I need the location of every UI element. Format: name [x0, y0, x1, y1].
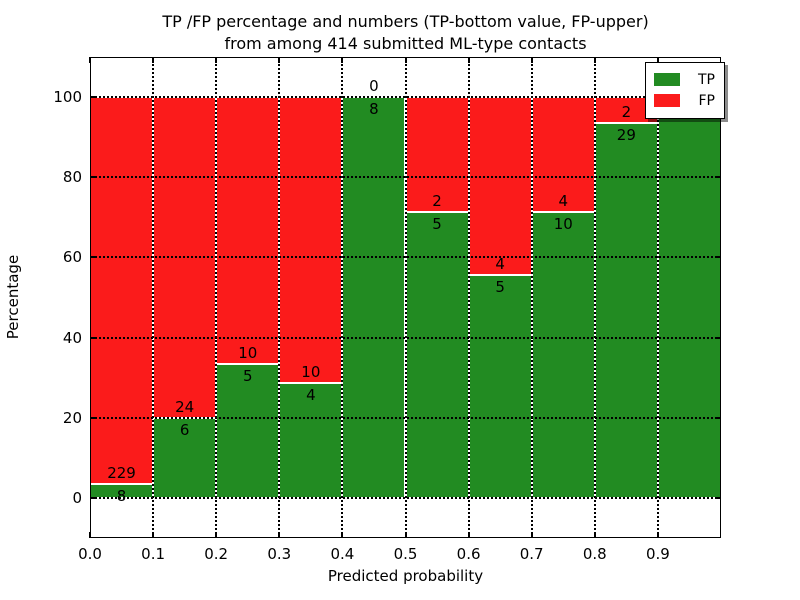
bar-segment-tp — [657, 97, 721, 498]
legend: TP FP — [645, 62, 725, 119]
x-tick-top — [152, 57, 155, 63]
x-tick-label: 0.6 — [456, 545, 481, 563]
bar-segment-fp — [279, 97, 343, 384]
chart-title: TP /FP percentage and numbers (TP-bottom… — [90, 11, 721, 55]
tp-count-label: 6 — [179, 420, 190, 439]
tp-count-label: 10 — [553, 214, 573, 233]
y-tick-left — [90, 256, 96, 259]
y-tick-label: 60 — [62, 248, 82, 267]
fp-count-label: 10 — [238, 344, 258, 363]
y-tick-label: 40 — [62, 328, 82, 347]
x-tick-bottom — [341, 532, 344, 538]
x-axis-label: Predicted probability — [327, 567, 484, 585]
gridline-vertical — [215, 57, 218, 538]
y-tick-left — [90, 96, 96, 99]
bar-segment-fp — [90, 97, 154, 485]
bar-segment-tp — [405, 211, 469, 498]
y-tick-label: 20 — [62, 408, 82, 427]
x-tick-top — [530, 57, 533, 63]
gridline-vertical — [593, 57, 596, 538]
x-tick-bottom — [467, 532, 470, 538]
x-tick-top — [341, 57, 344, 63]
tp-color-swatch — [654, 73, 680, 86]
y-tick-label: 100 — [53, 88, 82, 107]
x-tick-bottom — [530, 532, 533, 538]
x-tick-bottom — [152, 532, 155, 538]
tp-count-label: 5 — [242, 367, 253, 386]
gridline-vertical — [278, 57, 281, 538]
gridline-vertical — [530, 57, 533, 538]
bar-segment-tp — [216, 364, 280, 498]
chart-title-line2: from among 414 submitted ML-type contact… — [224, 34, 587, 53]
legend-label-fp: FP — [698, 92, 716, 109]
y-tick-left — [90, 176, 96, 179]
y-tick-label: 0 — [72, 488, 82, 507]
tp-count-label: 4 — [306, 386, 316, 405]
x-tick-label: 0.9 — [645, 545, 670, 563]
x-tick-label: 0.1 — [141, 545, 166, 563]
legend-item-tp: TP — [654, 69, 715, 90]
x-tick-label: 0.4 — [330, 545, 355, 563]
chart-title-line1: TP /FP percentage and numbers (TP-bottom… — [162, 12, 649, 31]
x-tick-label: 0.3 — [267, 545, 292, 563]
y-tick-right — [715, 496, 721, 499]
x-tick-label: 0.0 — [78, 545, 102, 563]
y-tick-right — [715, 256, 721, 259]
tp-count-label: 5 — [432, 214, 442, 233]
x-tick-label: 0.5 — [393, 545, 418, 563]
gridline-vertical — [656, 57, 659, 538]
y-tick-right — [715, 416, 721, 419]
x-tick-top — [656, 57, 659, 63]
bar-segment-tp — [153, 417, 217, 498]
fp-count-label: 0 — [369, 77, 379, 96]
x-tick-top — [467, 57, 470, 63]
fp-count-label: 4 — [495, 255, 505, 274]
gridline-vertical — [341, 57, 344, 538]
fp-count-label: 2 — [432, 191, 442, 210]
bar-segment-tp — [594, 122, 658, 498]
x-tick-bottom — [278, 532, 281, 538]
plot-area: 2298246105104082545410229049 — [89, 57, 721, 538]
bar-segment-tp — [468, 275, 532, 498]
x-tick-label: 0.7 — [519, 545, 544, 563]
x-tick-top — [404, 57, 407, 63]
legend-label-tp: TP — [698, 71, 715, 88]
x-tick-top — [89, 57, 91, 63]
gridline-vertical — [404, 57, 407, 538]
fp-color-swatch — [654, 94, 680, 107]
bar-segment-fp — [216, 97, 280, 365]
y-tick-left — [90, 496, 96, 499]
bar-segment-fp — [468, 97, 532, 276]
y-tick-left — [90, 416, 96, 419]
bar-segment-tp — [342, 97, 406, 498]
tp-count-label: 29 — [616, 125, 636, 144]
fp-count-label: 2 — [621, 102, 632, 121]
gridline-vertical — [467, 57, 470, 538]
gridline-vertical — [152, 57, 155, 538]
x-tick-bottom — [593, 532, 596, 538]
fp-count-label: 10 — [301, 363, 321, 382]
x-tick-bottom — [656, 532, 659, 538]
legend-item-fp: FP — [654, 90, 715, 111]
x-tick-label: 0.8 — [582, 545, 607, 563]
tp-count-label: 8 — [369, 100, 379, 119]
y-tick-right — [715, 176, 721, 179]
x-tick-bottom — [215, 532, 218, 538]
x-tick-label: 0.2 — [204, 545, 229, 563]
fp-count-label: 24 — [175, 397, 195, 416]
x-tick-top — [278, 57, 281, 63]
fp-count-label: 4 — [558, 191, 568, 210]
x-tick-top — [593, 57, 596, 63]
bar-segment-tp — [531, 211, 595, 498]
tp-count-label: 5 — [495, 278, 505, 297]
tp-count-label: 8 — [116, 487, 127, 506]
x-tick-bottom — [404, 532, 407, 538]
fp-count-label: 229 — [107, 464, 136, 483]
y-tick-left — [90, 336, 96, 339]
x-tick-top — [215, 57, 218, 63]
y-tick-right — [715, 336, 721, 339]
x-tick-bottom — [89, 532, 91, 538]
y-tick-label: 80 — [62, 168, 82, 187]
